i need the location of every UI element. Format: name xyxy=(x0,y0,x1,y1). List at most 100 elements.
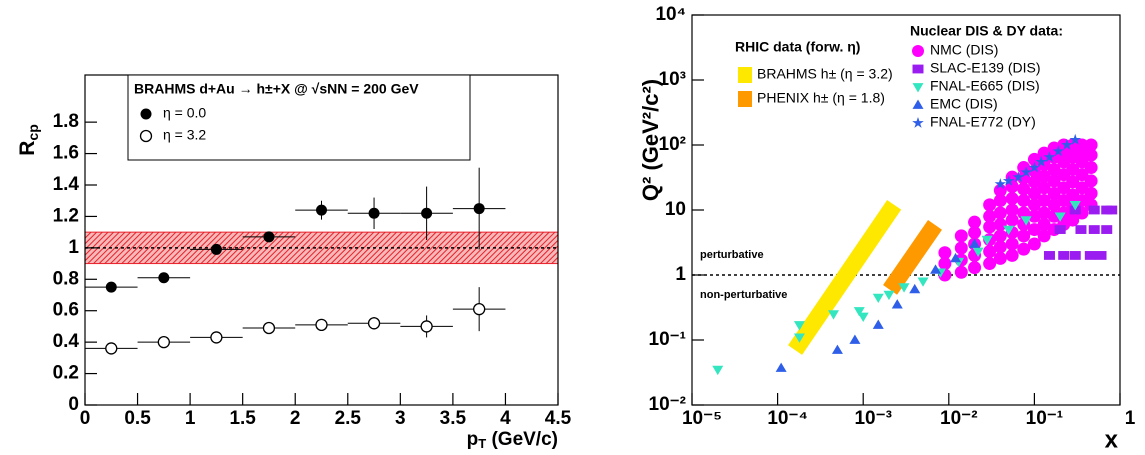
marker xyxy=(1084,251,1096,260)
legend-marker xyxy=(912,99,924,109)
marker xyxy=(828,310,840,320)
marker xyxy=(954,265,968,279)
annotation: non-perturbative xyxy=(700,289,787,301)
marker xyxy=(1088,225,1100,234)
marker xyxy=(1069,133,1081,145)
marker xyxy=(993,240,1007,254)
marker xyxy=(1005,213,1019,227)
marker xyxy=(473,203,485,215)
marker xyxy=(210,331,223,344)
marker xyxy=(1020,216,1032,226)
marker xyxy=(1027,237,1041,251)
y-axis-label-part: cp xyxy=(25,124,41,140)
marker xyxy=(1054,225,1066,234)
marker xyxy=(938,257,952,271)
marker xyxy=(993,251,1007,265)
x-tick-label: 10⁻¹ xyxy=(1026,408,1064,429)
marker xyxy=(1027,198,1041,212)
marker xyxy=(898,283,910,293)
marker xyxy=(993,194,1007,208)
x-tick-label: 0.5 xyxy=(124,408,151,429)
marker xyxy=(983,257,997,271)
y-tick-label: 0.2 xyxy=(53,363,79,384)
x-tick-label: 10⁻² xyxy=(940,408,978,429)
marker xyxy=(1047,186,1061,200)
marker xyxy=(1084,138,1098,152)
marker xyxy=(1084,161,1098,175)
marker xyxy=(930,264,942,274)
marker xyxy=(421,207,433,219)
marker xyxy=(993,229,1007,243)
y-tick-label: 0.4 xyxy=(53,331,80,352)
marker xyxy=(857,312,869,322)
legend-box xyxy=(127,74,471,161)
marker xyxy=(831,344,843,354)
marker xyxy=(909,283,921,294)
marker xyxy=(1043,151,1056,163)
marker xyxy=(1037,229,1051,243)
marker xyxy=(972,247,984,257)
y-tick-label: 10⁴ xyxy=(655,4,686,25)
marker xyxy=(1020,166,1032,178)
marker xyxy=(954,241,968,255)
y-tick-label: 1 xyxy=(675,264,686,285)
marker xyxy=(263,231,275,243)
marker xyxy=(1005,192,1019,206)
annotation: perturbative xyxy=(700,249,764,261)
legend-marker xyxy=(912,117,924,128)
marker xyxy=(1084,174,1098,188)
marker xyxy=(1027,152,1041,166)
marker xyxy=(1037,206,1051,220)
marker xyxy=(981,235,993,246)
x-tick-label: 3.5 xyxy=(440,408,467,429)
y-tick-label: 10⁻¹ xyxy=(649,329,687,350)
legend-marker xyxy=(738,91,752,107)
legend-label: η = 3.2 xyxy=(163,127,206,143)
y-tick-label: 0.6 xyxy=(53,300,79,321)
legend-marker xyxy=(912,83,924,93)
marker xyxy=(993,183,1007,197)
marker xyxy=(938,246,952,260)
marker xyxy=(105,281,117,293)
legend-label: FNAL-E665 (DIS) xyxy=(930,78,1040,94)
marker xyxy=(993,206,1007,220)
legend-title: RHIC data (forw. η) xyxy=(735,39,860,55)
marker xyxy=(1054,212,1066,222)
y-tick-label: 10 xyxy=(665,199,686,220)
marker xyxy=(1027,223,1041,237)
marker xyxy=(1037,181,1051,195)
x-tick-label: 2 xyxy=(290,408,301,429)
marker xyxy=(793,321,805,331)
marker xyxy=(969,238,981,248)
y-tick-label: 1 xyxy=(68,237,79,258)
marker xyxy=(968,226,982,240)
y-tick-label: 1.6 xyxy=(53,143,79,164)
marker xyxy=(983,244,997,258)
x-tick-label: 1 xyxy=(185,408,196,429)
marker xyxy=(853,307,865,317)
y-tick-label: 0.8 xyxy=(53,268,79,289)
marker xyxy=(1075,168,1089,182)
legend-label: BRAHMS h± (η = 3.2) xyxy=(757,66,893,82)
marker xyxy=(983,220,997,234)
x-tick-label: 2.5 xyxy=(335,408,362,429)
marker xyxy=(883,290,895,301)
marker xyxy=(1027,209,1041,223)
y-tick-label: 10⁻² xyxy=(649,394,687,415)
marker xyxy=(1095,251,1107,260)
x-tick-label: 3 xyxy=(395,408,406,429)
legend-title: BRAHMS d+Au → h±+X @ √sNN = 200 GeV xyxy=(134,81,419,97)
legend-marker xyxy=(912,45,924,57)
marker xyxy=(1088,205,1100,215)
marker xyxy=(368,207,380,219)
legend-label: FNAL-E772 (DY) xyxy=(930,114,1036,130)
y-axis-label: Q² (GeV²/c²) xyxy=(638,79,663,201)
marker xyxy=(1012,171,1025,183)
y-tick-label: 10³ xyxy=(659,69,686,90)
marker xyxy=(1035,155,1047,167)
marker xyxy=(1069,201,1081,211)
x-axis-label-part: (GeV/c) xyxy=(486,429,558,450)
marker xyxy=(1017,182,1031,196)
marker xyxy=(1027,175,1041,189)
marker xyxy=(158,272,170,284)
